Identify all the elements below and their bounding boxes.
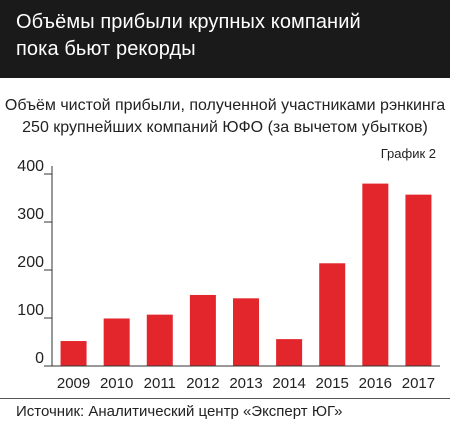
source-note: Источник: Аналитический центр «Эксперт Ю… bbox=[16, 403, 343, 420]
bar-2012 bbox=[189, 294, 216, 366]
x-tick-label: 2010 bbox=[100, 375, 133, 392]
bar-chart: 0 100 200 300 400 2009 2010 2011 2012 2013 2014 201… bbox=[17, 158, 440, 392]
bar-2017 bbox=[405, 194, 432, 366]
x-tick-label: 2017 bbox=[402, 375, 435, 392]
x-tick-label: 2016 bbox=[359, 375, 392, 392]
x-tick-label: 2012 bbox=[186, 375, 219, 392]
bar-2010 bbox=[103, 318, 130, 366]
bar-2011 bbox=[146, 314, 173, 366]
header-banner: Объёмы прибыли крупных компаний пока бью… bbox=[0, 0, 450, 78]
x-tick-label: 2014 bbox=[272, 375, 305, 392]
x-tick-label: 2013 bbox=[229, 375, 262, 392]
subtitle-line-2: 250 крупнейших компаний ЮФО (за вычетом … bbox=[22, 119, 428, 136]
bar-2009 bbox=[60, 341, 87, 366]
title-line-2: пока бьют рекорды bbox=[16, 38, 196, 60]
subtitle-line-1: Объём чистой прибыли, полученной участни… bbox=[4, 97, 446, 114]
bar-2013 bbox=[233, 298, 259, 366]
y-tick-label: 300 bbox=[17, 206, 44, 223]
y-tick-label: 0 bbox=[35, 350, 44, 367]
x-tick-label: 2009 bbox=[57, 375, 90, 392]
source-divider bbox=[0, 398, 450, 399]
y-tick-label: 200 bbox=[17, 254, 44, 271]
title-line-1: Объёмы прибыли крупных компаний bbox=[16, 11, 361, 33]
bar-2014 bbox=[276, 339, 303, 366]
bar-2016 bbox=[362, 183, 389, 366]
graph-label: График 2 bbox=[380, 146, 436, 161]
bar-2015 bbox=[319, 263, 346, 366]
y-tick-label: 100 bbox=[17, 302, 44, 319]
x-tick-label: 2015 bbox=[316, 375, 349, 392]
x-tick-label: 2011 bbox=[144, 375, 176, 392]
y-tick-label: 400 bbox=[17, 158, 44, 175]
